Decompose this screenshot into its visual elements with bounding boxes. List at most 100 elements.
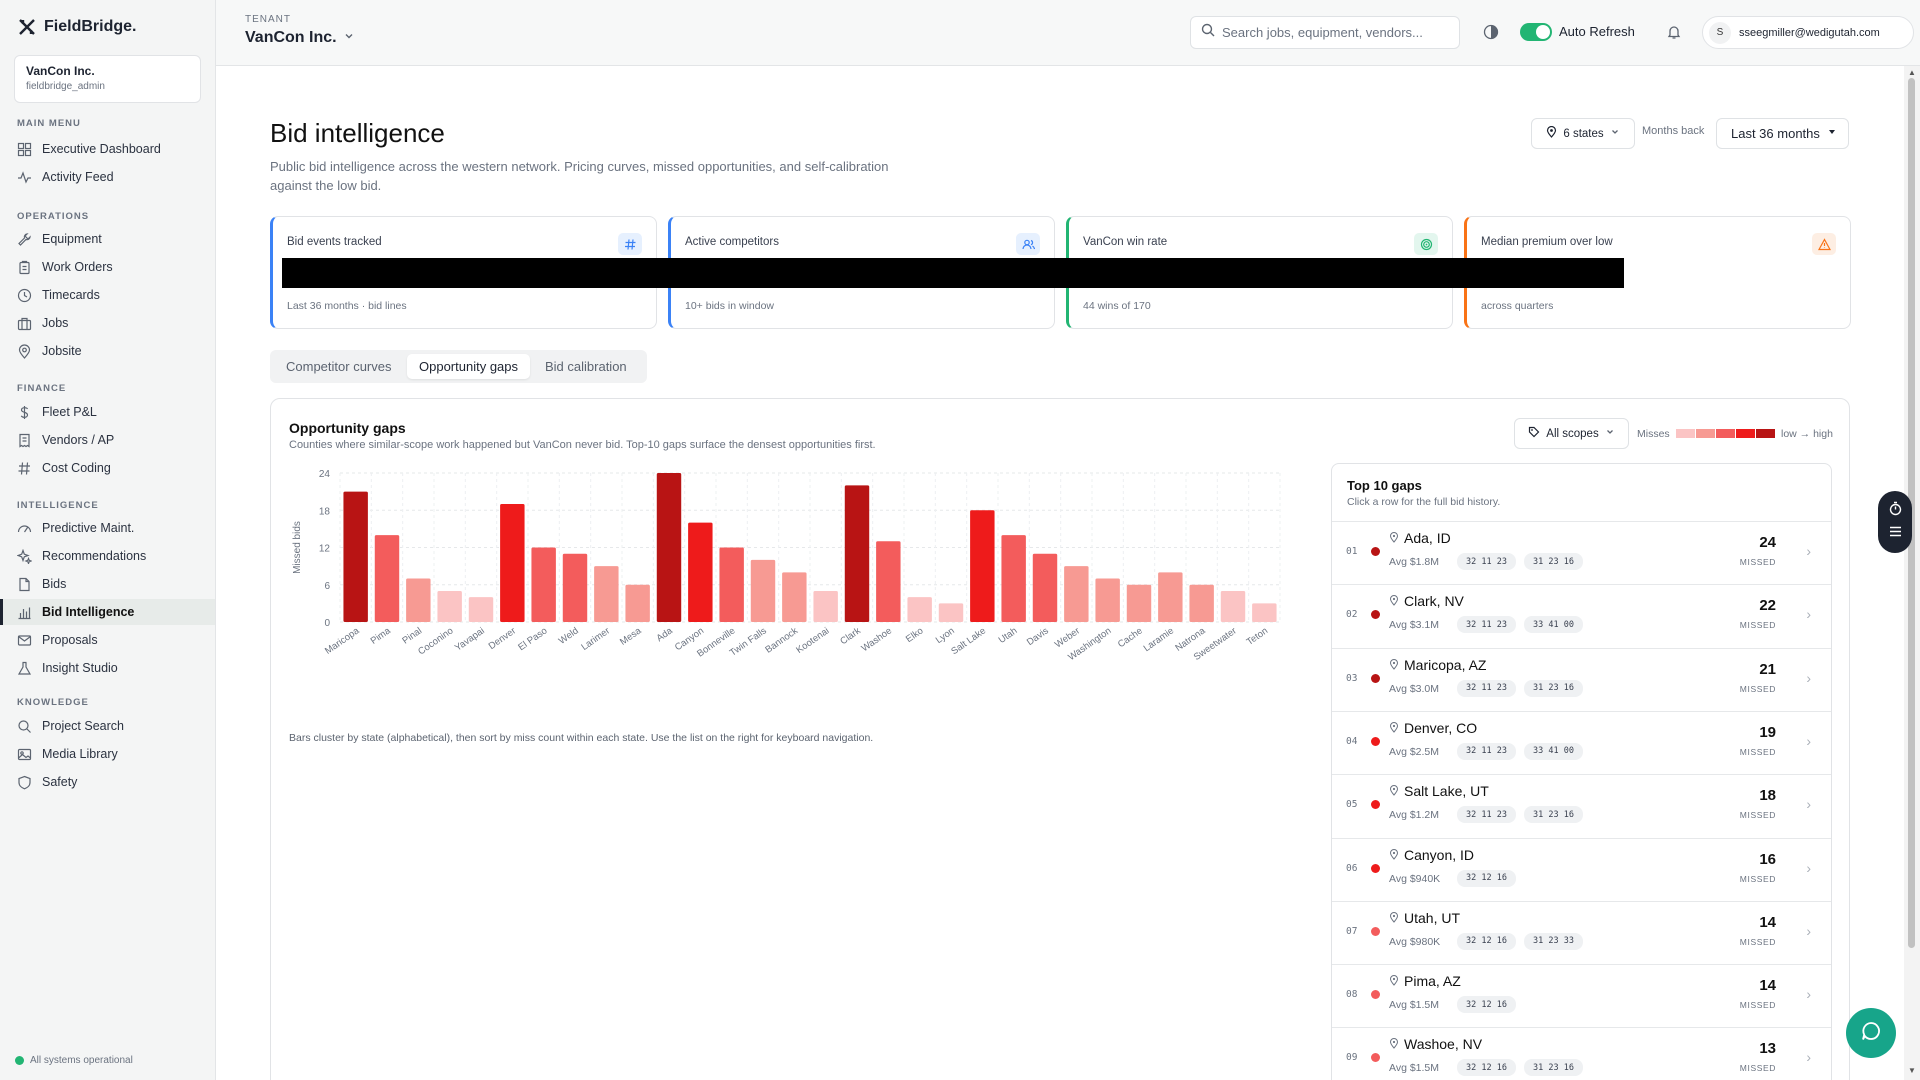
gap-county: Salt Lake, UT [1404,783,1489,800]
nav-section-operations: OPERATIONS [17,211,90,222]
sidebar-item-vendors-ap[interactable]: Vendors / AP [0,427,215,453]
x-tick-label: El Paso [516,625,549,653]
sidebar-item-label: Work Orders [42,260,113,274]
global-search[interactable] [1190,16,1460,49]
sidebar-item-bid-intelligence[interactable]: Bid Intelligence [0,599,215,625]
gap-missed-count: 16 [1759,850,1776,868]
bar-clark [844,485,870,622]
map-pin-icon [1389,1038,1399,1052]
sidebar-item-insight-studio[interactable]: Insight Studio [0,655,215,681]
gap-missed-label: MISSED [1739,746,1776,757]
map-pin-icon [1389,532,1399,546]
sidebar-item-recommendations[interactable]: Recommendations [0,543,215,569]
hash-icon [17,461,32,476]
bar-pinal [406,578,431,622]
tenant-name: VanCon Inc. [245,29,337,46]
x-tick-label: Yavapai [453,625,487,653]
tab-opportunity-gaps[interactable]: Opportunity gaps [407,354,531,379]
user-menu[interactable]: S sseegmiller@wedigutah.com [1702,16,1914,49]
sidebar-item-label: Bid Intelligence [42,605,135,619]
scroll-up-icon[interactable]: ▲ [1908,68,1916,77]
bar-el-paso [531,547,556,622]
gap-row-pima-az[interactable]: 08 Pima, AZ Avg $1.5M 32 12 16 14 MISSED › [1332,964,1831,1027]
scopes-filter-button[interactable]: All scopes [1514,418,1629,449]
gap-avg-value: Avg $2.5M [1389,745,1440,758]
sidebar-item-bids[interactable]: Bids [0,571,215,597]
sidebar-item-work-orders[interactable]: Work Orders [0,254,215,280]
bell-icon[interactable] [1664,22,1684,42]
sidebar-item-proposals[interactable]: Proposals [0,627,215,653]
page-scrollbar[interactable]: ▲ ▼ [1904,66,1920,1080]
gap-row-salt-lake-ut[interactable]: 05 Salt Lake, UT Avg $1.2M 32 11 23 31 23 16… [1332,774,1831,837]
scope-code-chip: 33 41 00 [1524,742,1583,760]
sidebar-item-safety[interactable]: Safety [0,769,215,795]
gap-row-utah-ut[interactable]: 07 Utah, UT Avg $980K 32 12 16 31 23 33 14 MIS… [1332,900,1831,964]
gap-county: Utah, UT [1404,909,1461,926]
gap-county: Clark, NV [1404,593,1464,610]
sidebar-item-executive-dashboard[interactable]: Executive Dashboard [0,136,215,162]
chevron-right-icon: › [1806,922,1811,939]
sidebar-item-cost-coding[interactable]: Cost Coding [0,455,215,481]
tab-bid-calibration[interactable]: Bid calibration [545,359,627,374]
gap-row-maricopa-az[interactable]: 03 Maricopa, AZ Avg $3.0M 32 11 23 31 23 16 2… [1332,647,1831,711]
bar-pima [374,535,400,622]
gap-rank: 04 [1346,735,1358,747]
bar-kootenai [813,590,838,622]
brand[interactable]: FieldBridge. [18,18,136,36]
tenant-card[interactable]: VanCon Inc. fieldbridge_admin [14,55,201,103]
x-tick-label: Pima [369,625,394,647]
gap-missed-label: MISSED [1739,810,1776,821]
gap-county: Denver, CO [1404,719,1478,736]
alert-triangle-icon [1812,233,1836,255]
system-status-text: All systems operational [30,1055,133,1066]
sidebar-item-jobs[interactable]: Jobs [0,310,215,336]
sidebar-item-jobsite[interactable]: Jobsite [0,338,215,364]
list-icon[interactable] [1888,524,1903,544]
gap-avg-value: Avg $1.5M [1389,999,1440,1012]
scroll-down-icon[interactable]: ▼ [1908,1066,1916,1075]
tenant-switcher[interactable]: VanCon Inc. [245,29,355,47]
sidebar-item-label: Recommendations [42,549,147,563]
months-back-value: Last 36 months [1731,126,1820,141]
gap-avg-value: Avg $940K [1389,872,1441,885]
gap-missed-label: MISSED [1739,1000,1776,1011]
missed-bids-bar-chart: 0 6 12 18 24 Missed bids Maricopa Pima PinalCoco… [292,469,1281,663]
chevron-right-icon: › [1806,732,1811,749]
auto-refresh-toggle[interactable] [1520,23,1552,41]
chevron-right-icon: › [1806,859,1811,876]
page-title: Bid intelligence [270,118,445,148]
bar-larimer [594,566,619,622]
nav-section-main-menu: MAIN MENU [17,118,81,129]
months-back-select[interactable]: Last 36 months [1716,118,1849,149]
chat-button[interactable] [1846,1008,1896,1058]
gap-row-ada-id[interactable]: 01 Ada, ID Avg $1.8M 32 11 23 31 23 16 24 MISS… [1332,521,1831,584]
tab-competitor-curves[interactable]: Competitor curves [286,359,392,374]
theme-toggle-icon[interactable] [1481,22,1501,42]
search-input[interactable] [1222,25,1442,40]
gap-rank: 01 [1346,546,1358,557]
states-filter-label: 6 states [1563,127,1604,140]
sidebar-item-label: Media Library [42,747,118,761]
bar-chart-icon [17,605,32,620]
gap-row-denver-co[interactable]: 04 Denver, CO Avg $2.5M 32 11 23 33 41 00 19 M… [1332,710,1831,774]
map-pin-icon [1389,975,1399,989]
sidebar-item-predictive-maint[interactable]: Predictive Maint. [0,515,215,541]
legend-swatch-4 [1736,429,1755,438]
timer-icon[interactable] [1888,501,1903,521]
sidebar-item-fleet-p-l[interactable]: Fleet P&L [0,399,215,425]
sidebar-item-media-library[interactable]: Media Library [0,741,215,767]
gap-row-canyon-id[interactable]: 06 Canyon, ID Avg $940K 32 12 16 16 MISSED › [1332,837,1831,901]
chevron-right-icon: › [1806,606,1811,623]
gap-row-clark-nv[interactable]: 02 Clark, NV Avg $3.1M 32 11 23 33 41 00 22 MI… [1332,584,1831,647]
sidebar-item-project-search[interactable]: Project Search [0,713,215,739]
sidebar-item-timecards[interactable]: Timecards [0,282,215,308]
gap-avg-value: Avg $1.5M [1389,1062,1440,1075]
bar-davis [1032,553,1058,622]
tenant-label: TENANT [245,14,291,25]
sidebar-item-equipment[interactable]: Equipment [0,226,215,252]
gap-row-washoe-nv[interactable]: 09 Washoe, NV Avg $1.5M 32 12 16 31 23 16 13 M… [1332,1027,1831,1080]
states-filter-button[interactable]: 6 states [1531,118,1635,149]
y-tick-label: 6 [324,581,330,592]
sidebar-item-activity-feed[interactable]: Activity Feed [0,164,215,190]
sidebar-item-label: Jobsite [42,344,82,358]
